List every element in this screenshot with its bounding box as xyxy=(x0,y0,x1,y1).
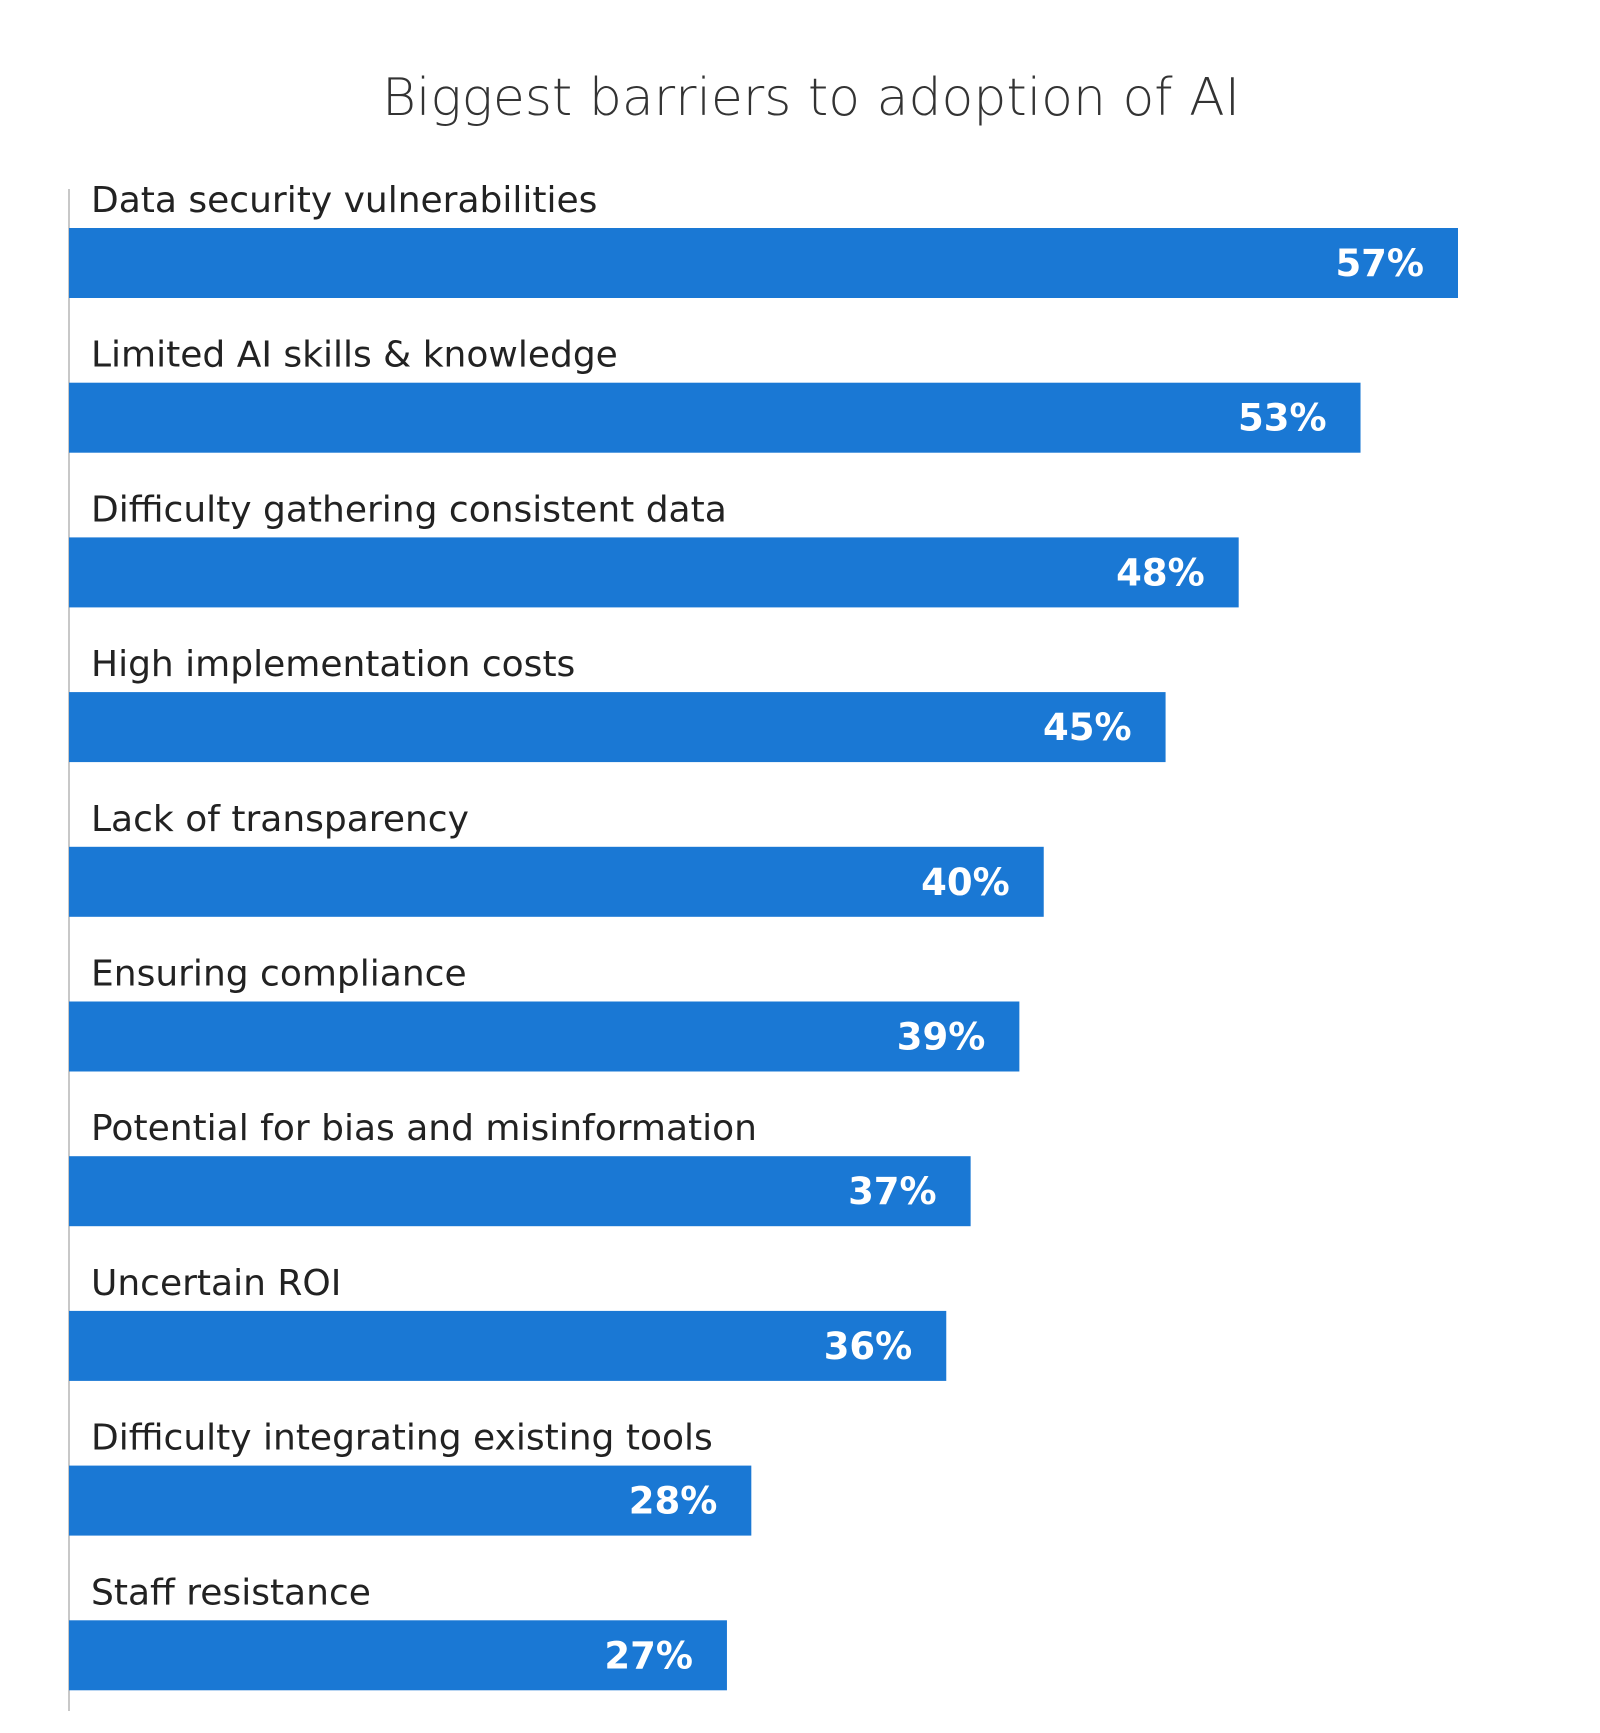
value-label: 37% xyxy=(848,1170,937,1213)
bar xyxy=(69,1310,947,1381)
bar xyxy=(69,1620,727,1691)
category-label: Limited AI skills & knowledge xyxy=(91,335,618,376)
category-label: Data security vulnerabilities xyxy=(91,180,597,221)
bar xyxy=(69,382,1361,453)
chart-title: Biggest barriers to adoption of AI xyxy=(382,68,1240,128)
bar xyxy=(69,537,1239,608)
category-label: Difficulty gathering consistent data xyxy=(91,489,727,530)
value-label: 39% xyxy=(897,1016,986,1059)
bar xyxy=(69,692,1166,763)
value-label: 28% xyxy=(629,1480,718,1523)
value-label: 40% xyxy=(921,861,1010,904)
category-label: High implementation costs xyxy=(91,644,575,685)
category-label: Potential for bias and misinformation xyxy=(91,1108,757,1149)
category-label: Ensuring compliance xyxy=(91,954,467,995)
category-label: Lack of transparency xyxy=(91,799,469,840)
category-label: Uncertain ROI xyxy=(91,1263,341,1304)
bar xyxy=(69,1156,971,1227)
bar xyxy=(69,1001,1020,1072)
bar xyxy=(69,228,1458,298)
value-label: 27% xyxy=(604,1634,693,1677)
bar xyxy=(69,846,1044,917)
category-label: Staff resistance xyxy=(91,1572,371,1613)
bar xyxy=(69,1465,752,1536)
value-label: 57% xyxy=(1335,242,1424,285)
value-label: 48% xyxy=(1116,551,1205,594)
value-label: 45% xyxy=(1043,706,1132,749)
category-label: Difficulty integrating existing tools xyxy=(91,1418,713,1459)
value-label: 53% xyxy=(1238,397,1327,440)
value-label: 36% xyxy=(824,1325,913,1368)
